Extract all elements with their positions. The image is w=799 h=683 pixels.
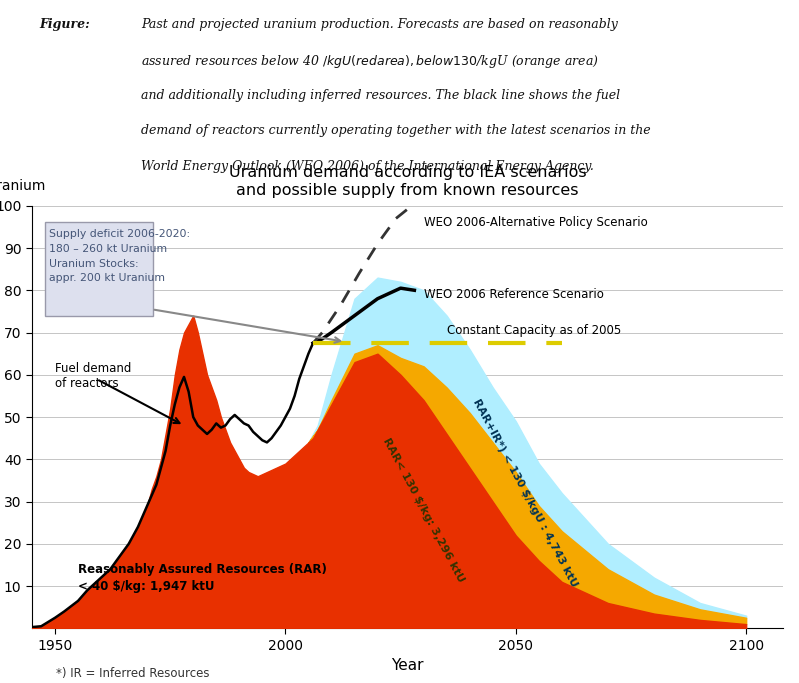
Text: Fuel demand
of reactors: Fuel demand of reactors [55,362,131,390]
Text: WEO 2006-Alternative Policy Scenario: WEO 2006-Alternative Policy Scenario [423,216,647,229]
Text: Past and projected uranium production. Forecasts are based on reasonably: Past and projected uranium production. F… [141,18,618,31]
FancyBboxPatch shape [45,222,153,316]
Text: assured resources below 40 $/kgU (red area), below 130 $/kgU (orange area): assured resources below 40 $/kgU (red ar… [141,53,598,70]
Text: RAR< 130 $/kg: 3,296 ktU: RAR< 130 $/kg: 3,296 ktU [381,436,466,584]
Text: Supply deficit 2006-2020:
180 – 260 kt Uranium
Uranium Stocks:
appr. 200 kt Uran: Supply deficit 2006-2020: 180 – 260 kt U… [50,229,191,283]
Text: Figure:: Figure: [39,18,90,31]
Text: *) IR = Inferred Resources: *) IR = Inferred Resources [56,667,209,680]
Text: Constant Capacity as of 2005: Constant Capacity as of 2005 [447,324,621,337]
Text: kt Uranium: kt Uranium [0,179,46,193]
Text: demand of reactors currently operating together with the latest scenarios in the: demand of reactors currently operating t… [141,124,650,137]
X-axis label: Year: Year [392,658,423,673]
Title: Uranium demand according to IEA scenarios
and possible supply from known resourc: Uranium demand according to IEA scenario… [229,165,586,197]
Text: and additionally including inferred resources. The black line shows the fuel: and additionally including inferred reso… [141,89,620,102]
Text: < 40 $/kg: 1,947 ktU: < 40 $/kg: 1,947 ktU [78,580,215,593]
Text: WEO 2006 Reference Scenario: WEO 2006 Reference Scenario [423,288,603,301]
Text: World Energy Outlook (WEO 2006) of the International Energy Agency.: World Energy Outlook (WEO 2006) of the I… [141,160,594,173]
Text: RAR+IR*) < 130 $/kgU : 4,743 ktU: RAR+IR*) < 130 $/kgU : 4,743 ktU [471,398,579,589]
Text: Reasonably Assured Resources (RAR): Reasonably Assured Resources (RAR) [78,563,327,576]
